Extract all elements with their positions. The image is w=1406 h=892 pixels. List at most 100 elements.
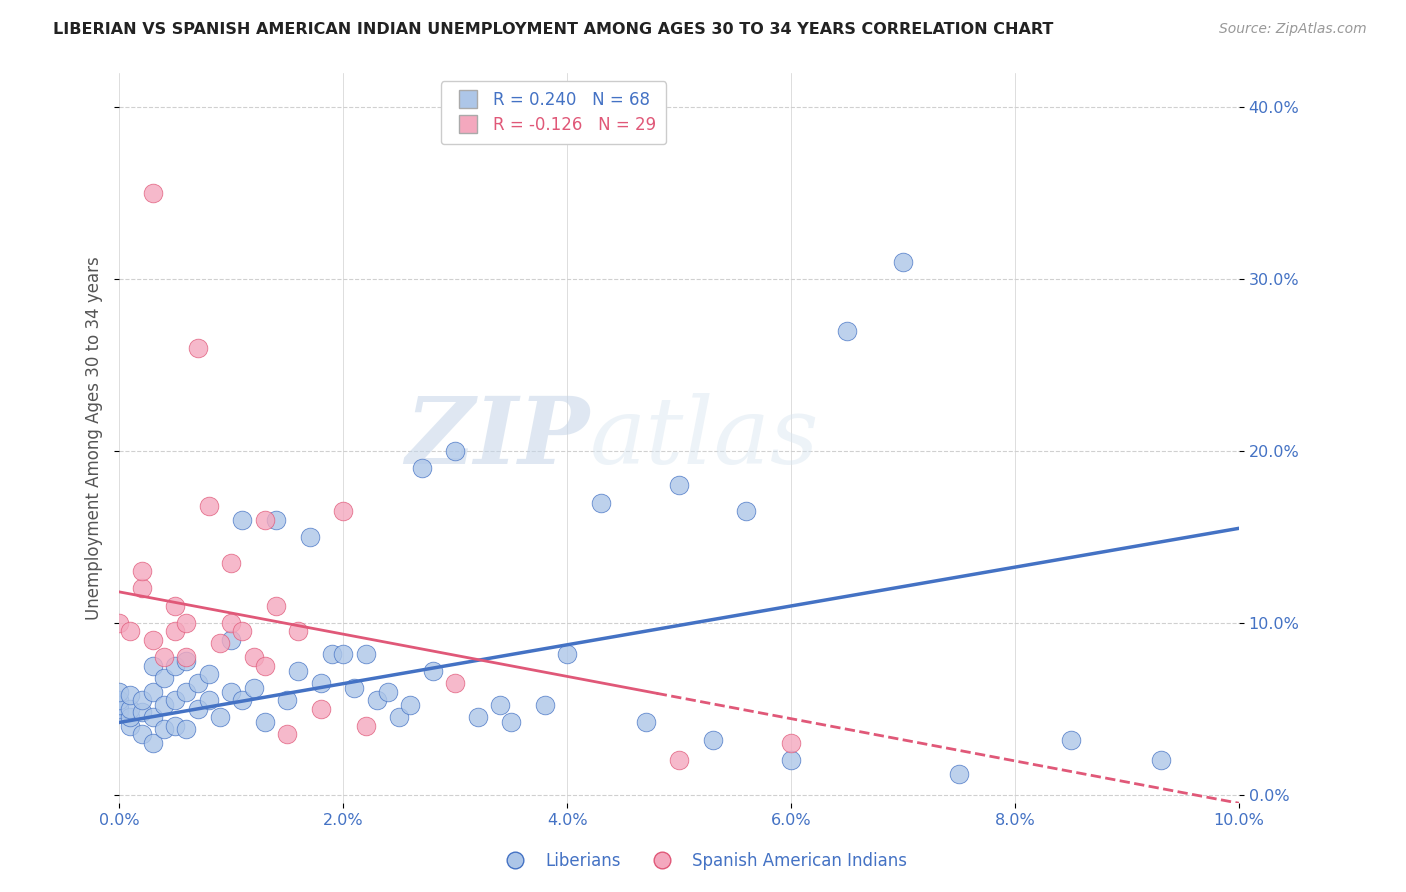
Point [131,564,153,578]
Point [131,582,153,596]
Point [298,530,321,544]
Point [780,753,803,767]
Point [309,676,332,690]
Point [354,647,377,661]
Point [366,693,388,707]
Point [142,684,165,698]
Point [219,556,242,570]
Point [735,504,758,518]
Point [176,684,198,698]
Point [142,710,165,724]
Point [634,715,657,730]
Point [198,693,221,707]
Point [219,684,242,698]
Point [309,702,332,716]
Point [142,658,165,673]
Point [108,705,131,719]
Point [131,693,153,707]
Point [287,624,309,639]
Point [253,715,276,730]
Point [165,599,187,613]
Point [209,710,232,724]
Point [668,478,690,492]
Point [231,513,253,527]
Point [131,727,153,741]
Point [1060,732,1083,747]
Point [702,732,724,747]
Point [242,681,264,695]
Point [120,710,142,724]
Point [108,684,131,698]
Point [108,693,131,707]
Text: Source: ZipAtlas.com: Source: ZipAtlas.com [1219,22,1367,37]
Legend: R = 0.240   N = 68, R = -0.126   N = 29: R = 0.240 N = 68, R = -0.126 N = 29 [441,81,666,144]
Point [489,698,512,713]
Point [142,736,165,750]
Point [354,719,377,733]
Point [411,461,433,475]
Point [219,615,242,630]
Point [501,715,523,730]
Point [444,444,467,458]
Text: LIBERIAN VS SPANISH AMERICAN INDIAN UNEMPLOYMENT AMONG AGES 30 TO 34 YEARS CORRE: LIBERIAN VS SPANISH AMERICAN INDIAN UNEM… [53,22,1054,37]
Point [108,698,131,713]
Point [209,636,232,650]
Point [153,671,176,685]
Point [176,615,198,630]
Point [120,624,142,639]
Point [533,698,555,713]
Point [198,667,221,681]
Point [165,658,187,673]
Point [219,632,242,647]
Point [1149,753,1171,767]
Point [332,504,354,518]
Point [332,647,354,661]
Point [231,693,253,707]
Point [388,710,411,724]
Point [399,698,422,713]
Text: ZIP: ZIP [405,393,589,483]
Point [253,658,276,673]
Point [142,186,165,201]
Point [276,693,298,707]
Point [589,495,612,509]
Point [120,719,142,733]
Point [108,702,131,716]
Point [176,723,198,737]
Point [231,624,253,639]
Point [142,632,165,647]
Point [153,698,176,713]
Point [153,723,176,737]
Point [444,676,467,690]
Point [780,736,803,750]
Point [287,664,309,678]
Point [187,676,209,690]
Point [343,681,366,695]
Point [377,684,399,698]
Point [668,753,690,767]
Point [108,615,131,630]
Point [467,710,489,724]
Point [276,727,298,741]
Point [264,513,287,527]
Point [242,650,264,665]
Point [165,719,187,733]
Point [176,654,198,668]
Point [187,702,209,716]
Point [120,688,142,702]
Point [165,624,187,639]
Point [165,693,187,707]
Point [131,705,153,719]
Point [153,650,176,665]
Point [253,513,276,527]
Point [422,664,444,678]
Text: atlas: atlas [589,393,820,483]
Point [264,599,287,613]
Point [891,255,914,269]
Point [176,650,198,665]
Point [835,324,858,338]
Point [187,341,209,355]
Point [120,702,142,716]
Point [321,647,343,661]
Y-axis label: Unemployment Among Ages 30 to 34 years: Unemployment Among Ages 30 to 34 years [86,256,103,620]
